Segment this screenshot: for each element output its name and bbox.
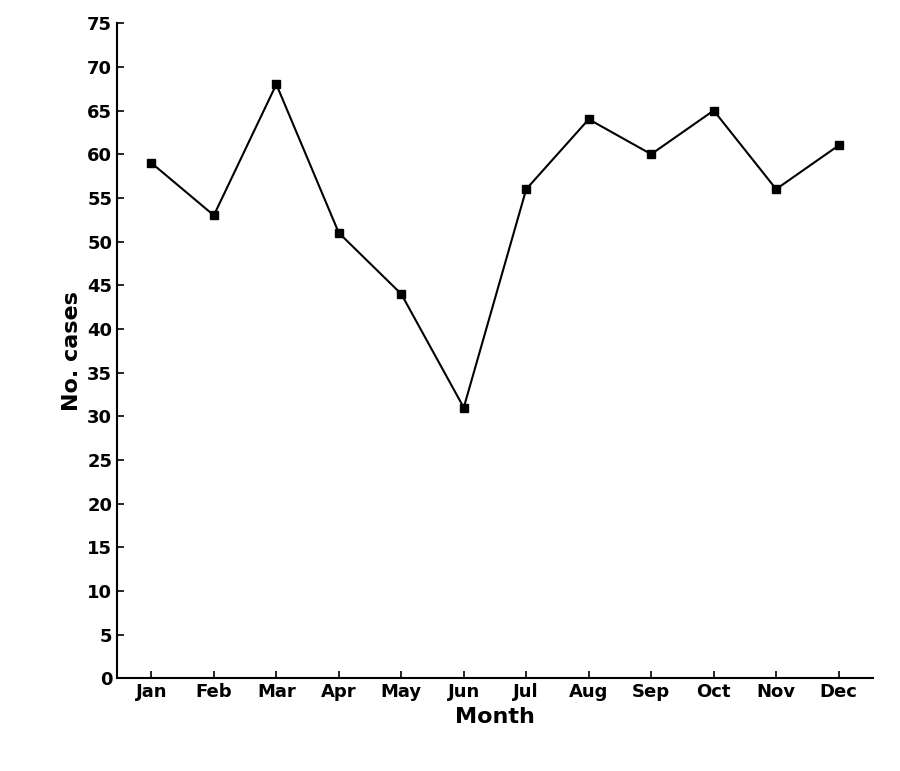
X-axis label: Month: Month <box>455 707 535 727</box>
Y-axis label: No. cases: No. cases <box>61 291 82 411</box>
